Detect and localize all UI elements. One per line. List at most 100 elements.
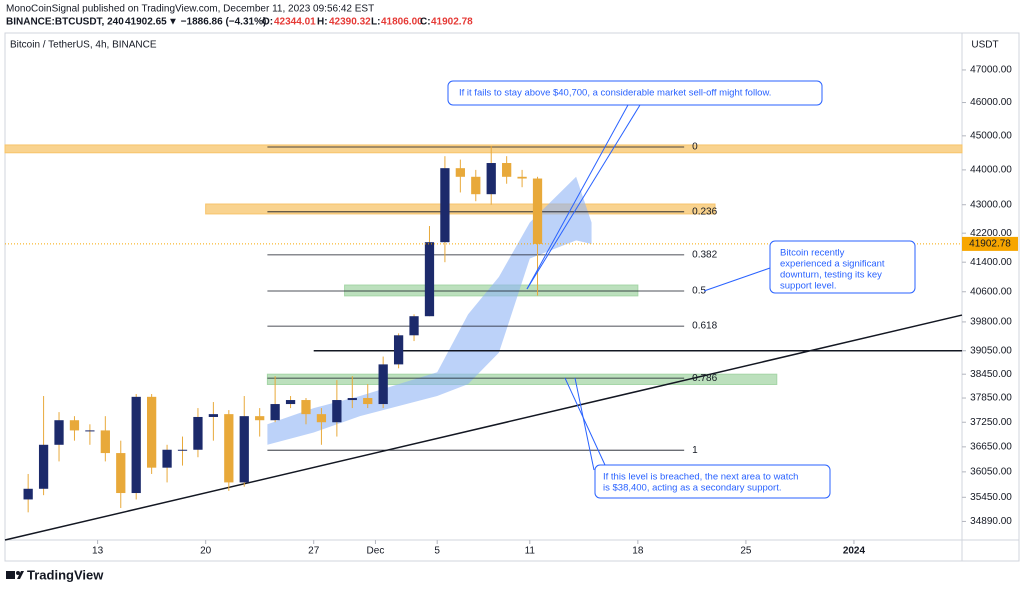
symbol-line: BINANCE:BTCUSDT, 240 41902.65 ▼ −1886.86… (6, 17, 473, 28)
candle-body (23, 488, 33, 500)
fib-label: 0 (692, 142, 698, 153)
annotation-box (769, 240, 916, 294)
annotation-box (594, 464, 831, 499)
candle-body (471, 176, 481, 195)
y-tick-label: 46000.00 (970, 97, 1012, 108)
candle-body (100, 430, 110, 454)
fib-label: 0.236 (692, 206, 717, 217)
y-axis-label: USDT (971, 40, 998, 51)
chart-title: Bitcoin / TetherUS, 4h, BINANCE (10, 40, 157, 51)
x-tick-label: 13 (92, 546, 104, 557)
annotation-text: Bitcoin recently (780, 248, 845, 259)
change: ▼ −1886.86 (−4.31%) (168, 17, 266, 28)
x-tick-label: 27 (308, 546, 320, 557)
y-tick-label: 34890.00 (970, 516, 1012, 527)
zone (4, 144, 963, 154)
x-tick-label: 18 (632, 546, 644, 557)
y-tick-label: 42200.00 (970, 228, 1012, 239)
close-label: C: (420, 17, 431, 28)
arrow (526, 104, 629, 290)
arrow (526, 104, 641, 290)
candle-body (116, 453, 126, 494)
high: 42390.32 (329, 17, 371, 28)
x-tick-label: 5 (434, 546, 440, 557)
plot: 0 0.236 0.382 0.5 0.618 0.786 1 (4, 142, 963, 541)
annotation-arrows (526, 104, 771, 471)
arrow (574, 377, 595, 471)
open: 42344.01 (274, 17, 316, 28)
y-tick-label: 35450.00 (970, 492, 1012, 503)
brand: TradingView (27, 567, 104, 582)
y-tick-label: 43000.00 (970, 199, 1012, 210)
zone (266, 373, 778, 385)
candle-body (532, 178, 543, 244)
y-tick-label: 37250.00 (970, 417, 1012, 428)
candle-body (517, 176, 527, 179)
candle-body (38, 444, 49, 489)
annotation-text: experienced a significant (780, 259, 885, 270)
candle-body (378, 364, 388, 405)
annotation-text: downturn, testing its key (780, 270, 882, 281)
y-tick-label: 47000.00 (970, 65, 1012, 76)
candle-body (69, 420, 80, 431)
last-price-tag (962, 236, 1018, 251)
candle-body (208, 414, 219, 417)
candle-body (424, 242, 435, 317)
candle-body (440, 168, 450, 243)
candle-body (255, 416, 265, 421)
close: 41902.78 (431, 17, 473, 28)
candle-body (455, 168, 465, 177)
candle-body (177, 449, 188, 451)
low: 41806.00 (381, 17, 423, 28)
annotation-text: is $38,400, acting as a secondary suppor… (603, 483, 782, 494)
arrow (703, 267, 771, 292)
y-tick-label: 36050.00 (970, 467, 1012, 478)
candle-body (162, 449, 172, 468)
y-tick-label: 37850.00 (970, 393, 1012, 404)
logo-mark (16, 571, 20, 575)
candle-body (409, 316, 419, 336)
candle-body (316, 414, 327, 423)
y-tick-label: 38450.00 (970, 369, 1012, 380)
fib-label: 0.786 (692, 373, 717, 384)
candle-body (224, 414, 234, 483)
candle-body (239, 416, 249, 483)
candle-body (270, 404, 280, 421)
y-tick-label: 44000.00 (970, 165, 1012, 176)
annotation-box (447, 80, 823, 106)
zone (205, 203, 716, 215)
x-tick-label: 2024 (843, 546, 866, 557)
chart-frame (4, 32, 1020, 562)
publisher: MonoCoinSignal published on TradingView.… (6, 4, 374, 15)
symbol: BINANCE:BTCUSDT, 240 (6, 17, 124, 28)
x-tick-label: 11 (525, 546, 536, 557)
candle-body (131, 396, 141, 494)
high-label: H: (317, 17, 328, 28)
last-price-label: 41902.78 (969, 239, 1011, 250)
candle-body (393, 335, 404, 365)
y-tick-label: 40600.00 (970, 286, 1012, 297)
y-tick-label: 39050.00 (970, 345, 1012, 356)
fib-label: 0.382 (692, 250, 717, 261)
x-tick-label: 20 (200, 546, 212, 557)
open-label: O: (262, 17, 273, 28)
x-tick-label: 25 (740, 546, 752, 557)
candle-body (363, 398, 373, 405)
candle-body (301, 400, 311, 415)
annotation-text: If it fails to stay above $40,700, a con… (459, 88, 771, 99)
candle-body (147, 396, 157, 468)
fib-label: 0.5 (692, 286, 706, 297)
price: 41902.65 (125, 17, 167, 28)
trendline (4, 314, 963, 541)
y-tick-label: 41400.00 (970, 257, 1012, 268)
candle-body (193, 416, 203, 450)
candle-body (85, 430, 95, 432)
logo-mark (17, 571, 24, 579)
candle-body (54, 420, 64, 445)
annotation-text: support level. (780, 281, 837, 292)
candle-body (502, 163, 512, 177)
y-tick-label: 45000.00 (970, 130, 1012, 141)
cloud (267, 176, 592, 445)
fib-label: 1 (692, 445, 698, 456)
